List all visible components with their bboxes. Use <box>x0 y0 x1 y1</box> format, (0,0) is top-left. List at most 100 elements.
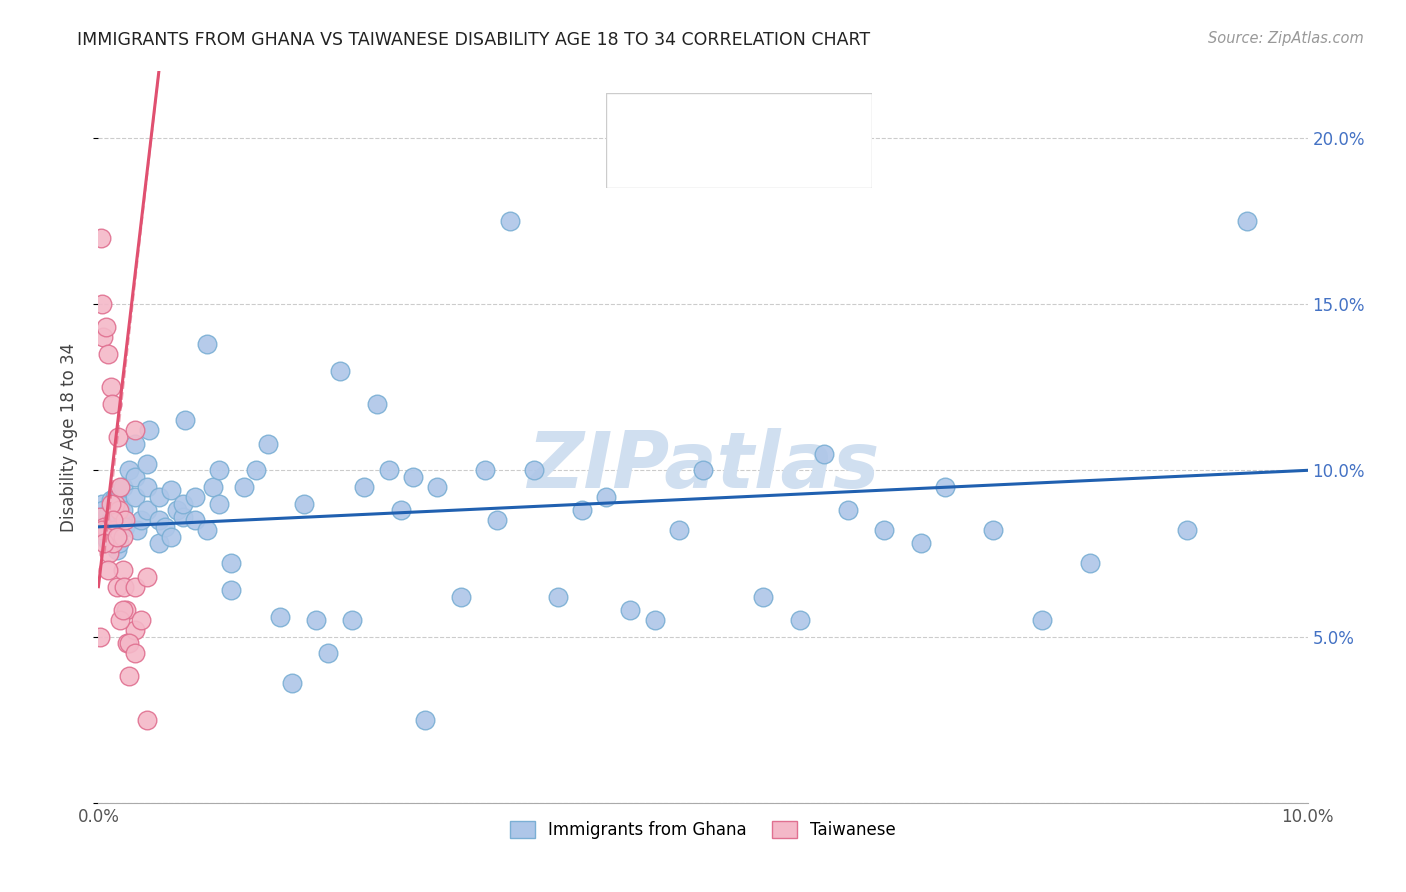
Point <box>474 463 496 477</box>
Point <box>97 563 120 577</box>
Point <box>111 513 134 527</box>
Text: Source: ZipAtlas.com: Source: ZipAtlas.com <box>1208 31 1364 46</box>
Point <box>292 497 315 511</box>
Point <box>98 520 121 534</box>
Point <box>450 590 472 604</box>
Point <box>104 497 127 511</box>
Point <box>93 520 115 534</box>
Point <box>96 523 118 537</box>
Point <box>117 636 139 650</box>
Point <box>873 523 896 537</box>
Point <box>221 582 243 597</box>
Point <box>97 507 120 521</box>
Point <box>1078 557 1101 571</box>
Point <box>91 330 114 344</box>
Y-axis label: Disability Age 18 to 34: Disability Age 18 to 34 <box>59 343 77 532</box>
Point <box>160 483 183 498</box>
Point <box>111 480 134 494</box>
Point <box>571 503 593 517</box>
Point <box>98 546 121 560</box>
Point <box>172 509 194 524</box>
Point <box>108 503 131 517</box>
Point <box>174 413 197 427</box>
Point <box>94 516 117 531</box>
Point <box>107 523 129 537</box>
Point <box>353 480 375 494</box>
Point <box>135 457 157 471</box>
Point <box>202 480 225 494</box>
Point <box>184 490 207 504</box>
Point <box>135 713 157 727</box>
Point <box>221 557 243 571</box>
Point <box>124 470 146 484</box>
Point <box>107 430 129 444</box>
Point <box>89 509 111 524</box>
Point <box>426 480 449 494</box>
Point <box>377 463 399 477</box>
Point <box>135 480 157 494</box>
Point <box>124 623 146 637</box>
Point <box>105 580 128 594</box>
Point <box>96 533 118 548</box>
Point <box>172 497 194 511</box>
Point <box>103 509 125 524</box>
Point <box>166 503 188 517</box>
Point <box>94 320 117 334</box>
Point <box>129 613 152 627</box>
Point <box>124 646 146 660</box>
Point <box>153 520 176 534</box>
Point <box>124 490 146 504</box>
Point <box>402 470 425 484</box>
Point <box>114 513 136 527</box>
Point <box>138 424 160 438</box>
Point <box>129 513 152 527</box>
Point <box>124 436 146 450</box>
Point <box>135 503 157 517</box>
Point <box>108 613 131 627</box>
Point <box>105 530 128 544</box>
Point <box>101 536 124 550</box>
Point <box>498 214 520 228</box>
Point <box>256 436 278 450</box>
Point <box>595 490 617 504</box>
Text: ZIPatlas: ZIPatlas <box>527 428 879 504</box>
Point <box>668 523 690 537</box>
Point <box>103 523 125 537</box>
Point <box>184 513 207 527</box>
Point <box>910 536 932 550</box>
Point <box>100 497 122 511</box>
Point <box>413 713 436 727</box>
Point <box>281 676 304 690</box>
Point <box>789 613 811 627</box>
Point <box>245 463 267 477</box>
Point <box>124 424 146 438</box>
Legend: Immigrants from Ghana, Taiwanese: Immigrants from Ghana, Taiwanese <box>503 814 903 846</box>
Point <box>195 337 218 351</box>
Point <box>118 636 141 650</box>
Point <box>316 646 339 660</box>
Point <box>118 463 141 477</box>
Point <box>91 297 114 311</box>
Point <box>124 580 146 594</box>
Point <box>232 480 254 494</box>
Point <box>90 509 112 524</box>
Point <box>619 603 641 617</box>
Point <box>342 613 364 627</box>
Point <box>111 563 134 577</box>
Point <box>89 630 111 644</box>
Point <box>1175 523 1198 537</box>
Point <box>97 347 120 361</box>
Point <box>692 463 714 477</box>
Point <box>752 590 775 604</box>
Point <box>160 530 183 544</box>
Point <box>118 669 141 683</box>
Point <box>114 520 136 534</box>
Point <box>105 543 128 558</box>
Point <box>644 613 666 627</box>
Point <box>91 503 114 517</box>
Point <box>108 497 131 511</box>
Point <box>1031 613 1053 627</box>
Point <box>813 447 835 461</box>
Point <box>981 523 1004 537</box>
Point <box>93 523 115 537</box>
